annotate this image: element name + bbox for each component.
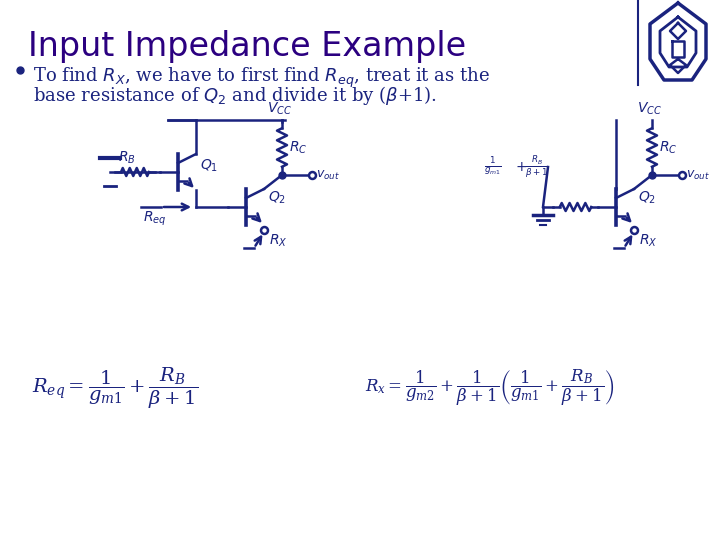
Text: $\frac{1}{g_{m1}}$: $\frac{1}{g_{m1}}$ [484,156,502,178]
Text: base resistance of $Q_2$ and divide it by ($\beta$+1).: base resistance of $Q_2$ and divide it b… [33,84,437,107]
Text: $V_{CC}$: $V_{CC}$ [637,100,662,117]
Text: $R_{eq}$: $R_{eq}$ [143,210,166,228]
Text: To find $R_X$, we have to first find $R_{eq}$, treat it as the: To find $R_X$, we have to first find $R_… [33,66,490,90]
Text: $V_{CC}$: $V_{CC}$ [267,100,292,117]
Text: $Q_2$: $Q_2$ [638,190,656,206]
Text: $R_X$: $R_X$ [639,233,657,249]
Text: $v_{out}$: $v_{out}$ [316,168,340,181]
Text: Input Impedance Example: Input Impedance Example [28,30,466,63]
Text: $R_C$: $R_C$ [289,139,307,156]
Text: $R_{eq} = \dfrac{1}{g_{m1}} + \dfrac{R_B}{\beta+1}$: $R_{eq} = \dfrac{1}{g_{m1}} + \dfrac{R_B… [32,366,198,410]
Text: $R_C$: $R_C$ [659,139,678,156]
Text: $R_x = \dfrac{1}{g_{m2}} + \dfrac{1}{\beta+1}\left(\dfrac{1}{g_{m1}} + \dfrac{R_: $R_x = \dfrac{1}{g_{m2}} + \dfrac{1}{\be… [365,368,615,408]
Text: $R_X$: $R_X$ [269,233,287,249]
Text: $+$: $+$ [515,160,527,174]
Text: $R_B$: $R_B$ [118,150,136,166]
Text: $Q_1$: $Q_1$ [200,158,218,174]
Text: $Q_2$: $Q_2$ [268,190,286,206]
Text: $v_{out}$: $v_{out}$ [686,168,710,181]
Text: $\frac{R_B}{\beta+1}$: $\frac{R_B}{\beta+1}$ [525,154,549,180]
